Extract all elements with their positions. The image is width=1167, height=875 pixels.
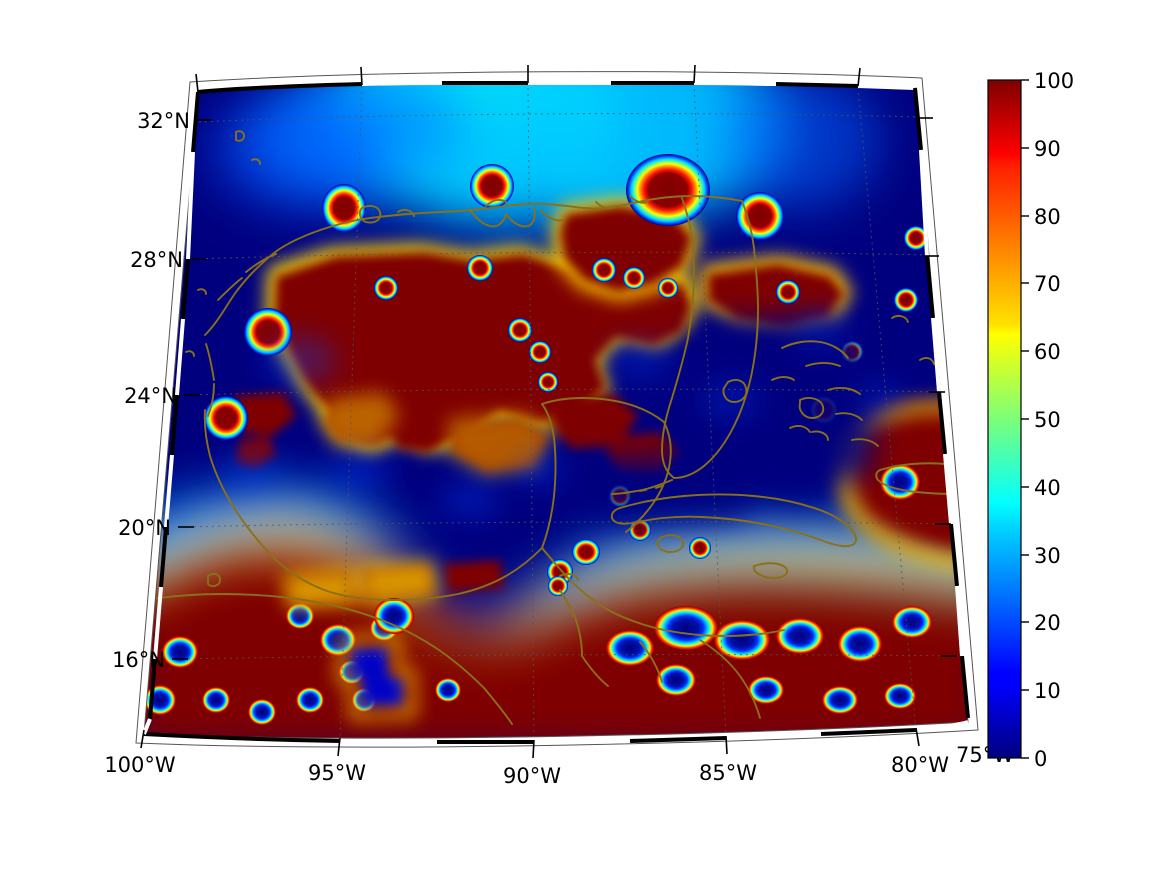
field-mottling xyxy=(222,312,904,518)
y-tick-marks-right xyxy=(917,117,957,657)
frame-left xyxy=(148,91,200,720)
colorbar-tick-marks xyxy=(1021,79,1029,759)
colorbar-label-0: 0 xyxy=(1034,747,1047,771)
colorbar-label-40: 40 xyxy=(1034,476,1061,500)
frame-right xyxy=(913,87,970,719)
colorbar-label-10: 10 xyxy=(1034,679,1061,703)
x-tick-label-90W: 90°W xyxy=(503,764,561,788)
colorbar-label-70: 70 xyxy=(1034,272,1061,296)
y-tick-label-16N: 16°N xyxy=(112,648,165,672)
y-tick-label-20N: 20°N xyxy=(118,516,171,540)
x-tick-marks xyxy=(140,727,920,759)
colorbar-label-50: 50 xyxy=(1034,408,1061,432)
coastlines xyxy=(144,130,968,725)
y-tick-label-32N: 32°N xyxy=(137,109,190,133)
y-tick-marks xyxy=(172,119,212,660)
x-tick-label-100W: 100°W xyxy=(104,753,176,777)
colorbar-label-20: 20 xyxy=(1034,611,1061,635)
frame-top xyxy=(197,80,861,94)
field-yucatan-features xyxy=(548,519,711,596)
x-tick-label-95W: 95°W xyxy=(308,761,366,785)
frame-bottom xyxy=(143,728,917,745)
field-florida-cold-zone xyxy=(556,316,880,520)
x-tick-label-80W: 80°W xyxy=(891,753,949,777)
x-tick-label-85W: 85°W xyxy=(699,761,757,785)
field-south-transition xyxy=(144,483,968,645)
map-gridlines xyxy=(144,81,961,739)
colorbar-label-60: 60 xyxy=(1034,340,1061,364)
colorbar-label-80: 80 xyxy=(1034,205,1061,229)
y-tick-label-28N: 28°N xyxy=(130,248,183,272)
colorbar-gradient xyxy=(987,79,1022,759)
colorbar-label-90: 90 xyxy=(1034,137,1061,161)
x-tick-marks-top xyxy=(195,64,861,93)
colorbar-label-100: 100 xyxy=(1034,69,1074,93)
heatmap-field xyxy=(144,81,968,739)
y-tick-label-24N: 24°N xyxy=(124,384,177,408)
colorbar-label-30: 30 xyxy=(1034,544,1061,568)
map-frame xyxy=(135,64,979,759)
